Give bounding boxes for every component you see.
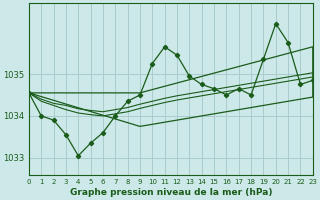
X-axis label: Graphe pression niveau de la mer (hPa): Graphe pression niveau de la mer (hPa)	[69, 188, 272, 197]
